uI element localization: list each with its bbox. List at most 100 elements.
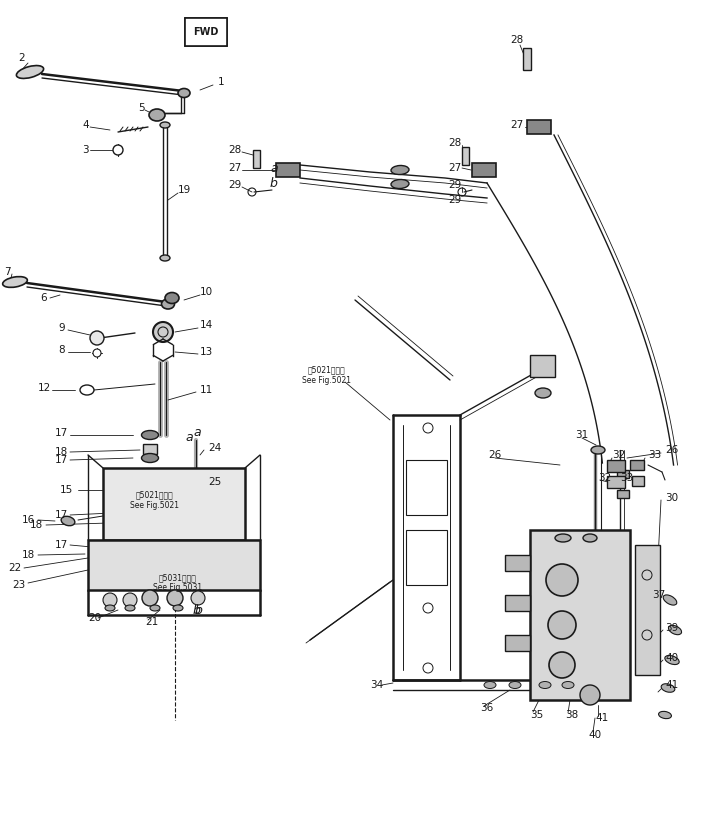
Text: 16: 16 xyxy=(22,515,36,525)
Circle shape xyxy=(93,349,101,357)
Text: 28: 28 xyxy=(448,138,461,148)
Ellipse shape xyxy=(583,534,597,542)
Text: See Fig.5021: See Fig.5021 xyxy=(130,501,179,510)
Text: 38: 38 xyxy=(565,710,578,720)
Ellipse shape xyxy=(142,453,159,462)
Circle shape xyxy=(123,593,137,607)
Circle shape xyxy=(580,685,600,705)
Ellipse shape xyxy=(535,388,551,398)
Ellipse shape xyxy=(591,446,605,454)
Text: 40: 40 xyxy=(588,730,601,740)
Text: 31: 31 xyxy=(575,430,588,440)
Bar xyxy=(505,595,530,611)
Text: 1: 1 xyxy=(218,77,224,87)
Bar xyxy=(103,468,245,540)
Text: a: a xyxy=(193,426,201,438)
Text: 32: 32 xyxy=(598,473,611,483)
Ellipse shape xyxy=(539,681,551,689)
Bar xyxy=(462,147,469,165)
Text: 15: 15 xyxy=(60,485,73,495)
Text: 35: 35 xyxy=(530,710,543,720)
Ellipse shape xyxy=(150,605,160,611)
Text: 27: 27 xyxy=(510,120,523,130)
Ellipse shape xyxy=(562,681,574,689)
Circle shape xyxy=(167,590,183,606)
Ellipse shape xyxy=(160,122,170,128)
Text: 25: 25 xyxy=(208,477,221,487)
Text: 12: 12 xyxy=(38,383,51,393)
Circle shape xyxy=(548,611,576,639)
Bar xyxy=(253,150,260,168)
Text: 17: 17 xyxy=(55,455,68,465)
Bar xyxy=(635,545,660,675)
Text: 20: 20 xyxy=(88,613,101,623)
Text: See Fig.5031: See Fig.5031 xyxy=(154,582,202,591)
Text: 18: 18 xyxy=(55,447,68,457)
Circle shape xyxy=(546,564,578,596)
Ellipse shape xyxy=(665,656,679,665)
Bar xyxy=(472,163,496,177)
Bar xyxy=(143,444,157,454)
Circle shape xyxy=(90,331,104,345)
Ellipse shape xyxy=(149,109,165,121)
Text: 27: 27 xyxy=(228,163,241,173)
Bar xyxy=(630,460,644,470)
Ellipse shape xyxy=(61,516,75,526)
Ellipse shape xyxy=(555,534,571,542)
Ellipse shape xyxy=(3,277,27,287)
Text: 17: 17 xyxy=(55,510,68,520)
Ellipse shape xyxy=(165,292,179,303)
Text: 28: 28 xyxy=(228,145,241,155)
Text: 28: 28 xyxy=(510,35,523,45)
Text: 第5031図参照: 第5031図参照 xyxy=(159,573,197,582)
Text: 11: 11 xyxy=(200,385,214,395)
Text: 9: 9 xyxy=(58,323,65,333)
Text: FWD: FWD xyxy=(194,27,219,37)
Text: See Fig.5021: See Fig.5021 xyxy=(301,376,350,385)
Ellipse shape xyxy=(509,681,521,689)
Text: 23: 23 xyxy=(12,580,25,590)
Text: 33: 33 xyxy=(648,450,661,460)
Text: 13: 13 xyxy=(200,347,214,357)
Text: a: a xyxy=(270,162,278,174)
Text: 18: 18 xyxy=(22,550,36,560)
Text: 6: 6 xyxy=(40,293,46,303)
Ellipse shape xyxy=(484,681,496,689)
Ellipse shape xyxy=(661,684,675,692)
Ellipse shape xyxy=(125,605,135,611)
Text: 29: 29 xyxy=(448,195,461,205)
Circle shape xyxy=(191,591,205,605)
Text: 34: 34 xyxy=(370,680,383,690)
Bar xyxy=(505,635,530,651)
Text: 26: 26 xyxy=(488,450,501,460)
Circle shape xyxy=(113,145,123,155)
Circle shape xyxy=(142,590,158,606)
Ellipse shape xyxy=(160,255,170,261)
Bar xyxy=(406,460,447,515)
Ellipse shape xyxy=(190,476,202,484)
Bar xyxy=(527,120,551,134)
Circle shape xyxy=(103,593,117,607)
Text: 41: 41 xyxy=(665,680,679,690)
Text: 29: 29 xyxy=(448,180,461,190)
Text: 14: 14 xyxy=(200,320,214,330)
Bar xyxy=(143,518,157,528)
Text: 33: 33 xyxy=(620,473,633,483)
Ellipse shape xyxy=(16,66,43,78)
Text: 37: 37 xyxy=(652,590,665,600)
Bar xyxy=(607,476,625,488)
Text: 3: 3 xyxy=(82,145,88,155)
Ellipse shape xyxy=(178,88,190,97)
Ellipse shape xyxy=(142,431,159,440)
Text: 18: 18 xyxy=(30,520,43,530)
Text: 24: 24 xyxy=(208,443,221,453)
Text: 4: 4 xyxy=(82,120,88,130)
Bar xyxy=(632,476,644,486)
Text: 19: 19 xyxy=(178,185,192,195)
Bar xyxy=(88,540,260,590)
Bar xyxy=(617,470,629,478)
Bar xyxy=(607,460,625,472)
Text: 27: 27 xyxy=(448,163,461,173)
Ellipse shape xyxy=(173,605,183,611)
Text: 第5021図参照: 第5021図参照 xyxy=(307,366,345,375)
